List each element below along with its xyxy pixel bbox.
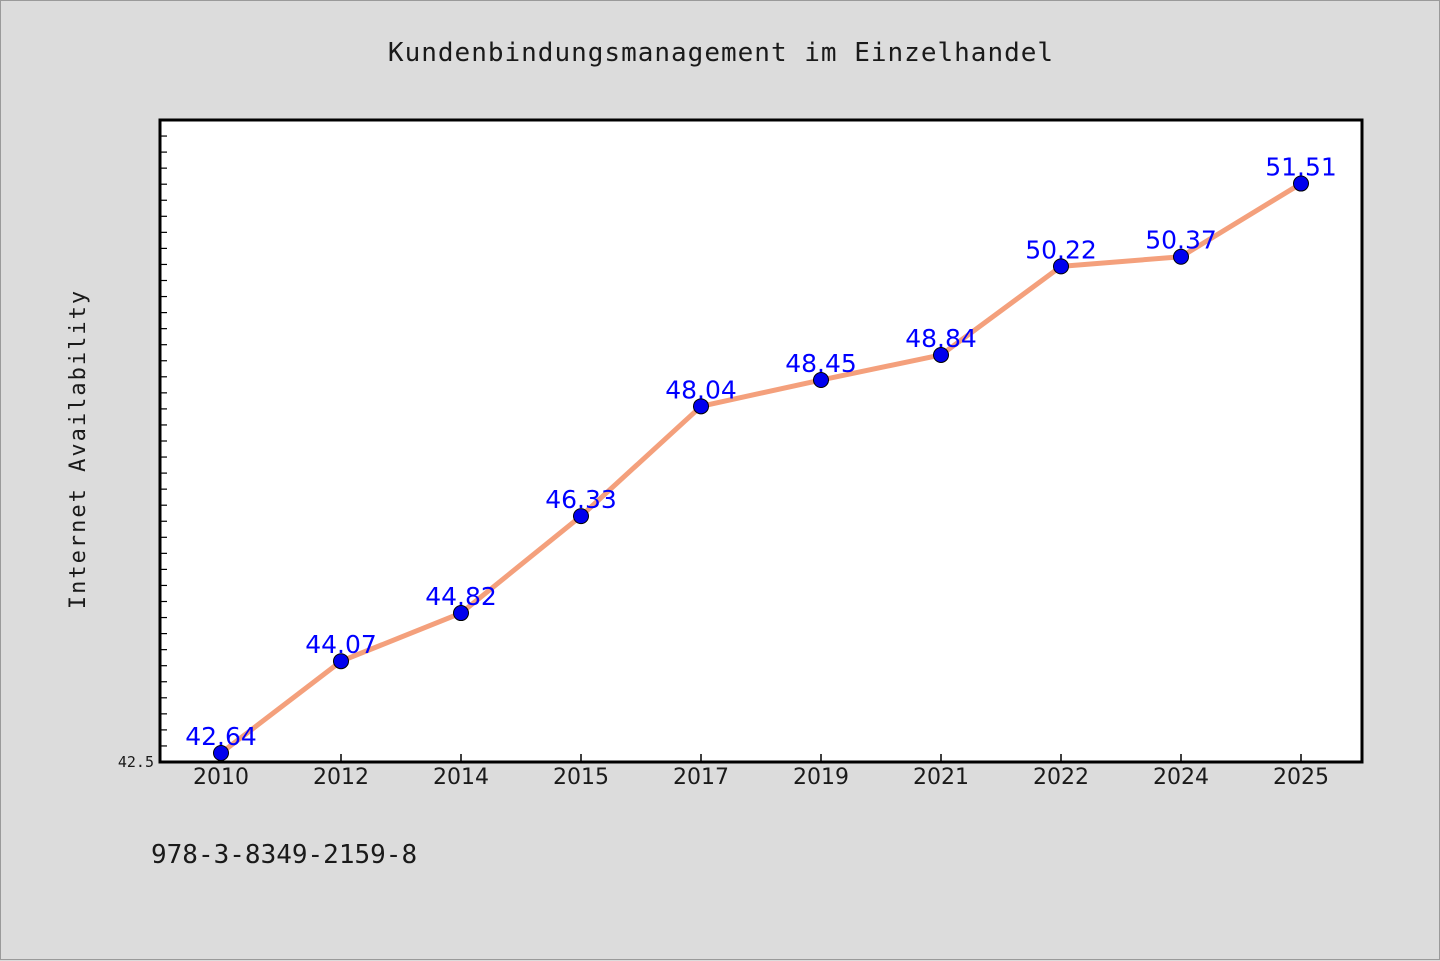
x-tick-label: 2014 <box>433 765 489 790</box>
data-label: 48.45 <box>785 349 857 378</box>
data-point <box>1173 248 1189 265</box>
x-tick-label: 2015 <box>553 765 609 790</box>
data-point <box>453 605 469 622</box>
chart-title: Kundenbindungsmanagement im Einzelhandel <box>388 38 1054 68</box>
x-tick-label: 2021 <box>913 765 969 790</box>
data-label: 48.84 <box>905 324 977 353</box>
y-axis-ticks <box>160 135 167 747</box>
y-axis-tick-labels: 42.5 <box>118 753 154 771</box>
data-label: 50.37 <box>1145 226 1217 255</box>
data-point <box>1053 258 1069 275</box>
data-point <box>693 398 709 415</box>
data-label: 48.04 <box>665 375 737 404</box>
data-label: 46.33 <box>545 485 617 514</box>
x-tick-label: 2019 <box>793 765 849 790</box>
data-point <box>813 372 829 389</box>
x-tick-label: 2025 <box>1273 765 1329 790</box>
data-point <box>573 508 589 525</box>
x-tick-label: 2010 <box>193 765 249 790</box>
data-label: 51.51 <box>1265 153 1337 182</box>
x-tick-label: 2022 <box>1033 765 1089 790</box>
y-axis-label: Internet Availability <box>66 289 91 609</box>
isbn-note: 978-3-8349-2159-8 <box>151 840 417 870</box>
data-label: 42.64 <box>185 722 257 751</box>
data-point <box>213 745 229 762</box>
data-label: 50.22 <box>1025 235 1097 264</box>
data-point <box>933 346 949 363</box>
x-axis-ticks <box>220 754 1302 762</box>
data-label: 44.82 <box>425 582 497 611</box>
series-layer <box>218 181 1304 756</box>
data-label: 44.07 <box>305 630 377 659</box>
marker-layer <box>213 175 1309 762</box>
data-point <box>333 653 349 670</box>
x-tick-label: 2012 <box>313 765 369 790</box>
x-tick-label: 2017 <box>673 765 729 790</box>
data-point <box>1293 175 1309 192</box>
data-label-layer: 42.64 44.07 44.82 46.33 48.04 48.45 48.84 50.22… <box>185 153 1337 751</box>
series-line <box>218 181 1304 756</box>
x-axis-tick-labels: 2010 2012 2014 2015 2017 2019 2021 2022 2024 2025 <box>193 765 1329 790</box>
y-tick-label: 42.5 <box>118 753 154 771</box>
x-tick-label: 2024 <box>1153 765 1209 790</box>
